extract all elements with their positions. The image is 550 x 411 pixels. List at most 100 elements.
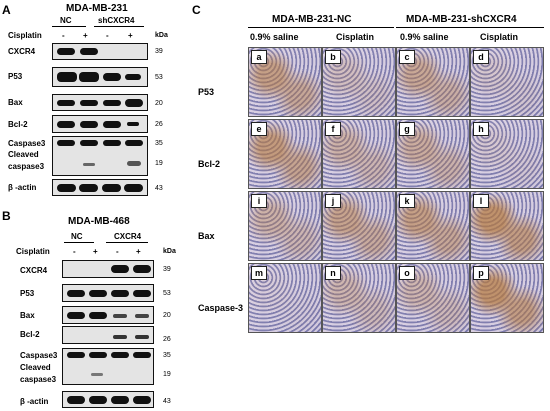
panel-a-blot-caspase3 [52,136,148,176]
ihc-panel-d: d [470,47,544,117]
panel-c-row-bcl2: Bcl-2 [198,159,221,169]
panel-c-col-4: Cisplatin [480,32,519,42]
panel-a-mw-actin: 43 [155,185,163,192]
ihc-panel-l: l [470,191,544,261]
panel-b-mw-bcl2: 26 [163,336,171,343]
panel-a-group-sh-line [94,26,144,27]
ihc-panel-letter: l [473,194,489,208]
panel-a-label: A [2,3,11,17]
ihc-panel-a: a [248,47,322,117]
panel-a-cisplatin-label: Cisplatin [8,31,42,40]
panel-b-mw-bax: 20 [163,312,171,319]
panel-b-group-nc: NC [71,232,83,241]
panel-b-row-cleaved: Cleaved [20,363,51,372]
ihc-panel-k: k [396,191,470,261]
panel-b-sign-3: - [116,247,119,256]
panel-a-row-caspase3: Caspase3 [8,139,46,148]
panel-b-mw-p53: 53 [163,290,171,297]
ihc-panel-letter: d [473,50,489,64]
panel-c-label: C [192,3,201,17]
panel-a-sign-2: + [83,31,88,40]
panel-a-group-nc: NC [60,16,72,25]
panel-a-sign-3: - [106,31,109,40]
panel-a-row-bax: Bax [8,98,23,107]
panel-a-mw-bax: 20 [155,100,163,107]
ihc-panel-letter: n [325,266,341,280]
ihc-panel-letter: g [399,122,415,136]
ihc-panel-f: f [322,119,396,189]
panel-b-sign-1: - [73,247,76,256]
panel-b-blot-bcl2 [62,326,154,344]
ihc-panel-letter: i [251,194,267,208]
panel-a-mw-caspase3: 35 [155,140,163,147]
panel-c-row-bax: Bax [198,231,215,241]
panel-b-row-bcl2: Bcl-2 [20,330,40,339]
panel-b-blot-actin [62,391,154,408]
ihc-panel-letter: o [399,266,415,280]
panel-b-title: MDA-MB-468 [68,216,130,227]
panel-a-mw-cleaved: 19 [155,160,163,167]
panel-a-blot-bcl2 [52,115,148,133]
ihc-panel-letter: j [325,194,341,208]
ihc-panel-letter: e [251,122,267,136]
panel-c-group-sh: MDA-MB-231-shCXCR4 [406,14,517,25]
panel-c-col-3: 0.9% saline [400,32,449,42]
ihc-panel-letter: a [251,50,267,64]
panel-b-group-cxcr4: CXCR4 [114,232,142,241]
panel-b-cisplatin-label: Cisplatin [16,247,50,256]
ihc-panel-o: o [396,263,470,333]
panel-a-row-bcl2: Bcl-2 [8,120,28,129]
ihc-panel-c: c [396,47,470,117]
panel-b-sign-2: + [93,247,98,256]
panel-b-blot-bax [62,306,154,324]
panel-a-group-nc-line [52,26,86,27]
panel-c-col-1: 0.9% saline [250,32,299,42]
panel-b-group-nc-line [64,242,94,243]
panel-a-blot-cxcr4 [52,43,148,60]
panel-b-row-cxcr4: CXCR4 [20,266,48,275]
panel-a-blot-actin [52,179,148,196]
panel-a-mw-cxcr4: 39 [155,48,163,55]
panel-a-title: MDA-MB-231 [66,3,128,14]
panel-c-col-2: Cisplatin [336,32,375,42]
panel-b-row-bax: Bax [20,311,35,320]
panel-b-label: B [2,209,11,223]
ihc-panel-letter: c [399,50,415,64]
panel-a-row-cleaved: Cleaved [8,150,39,159]
panel-a-row-cxcr4: CXCR4 [8,47,36,56]
panel-b-mw-actin: 43 [163,398,171,405]
panel-b-mw-caspase3: 35 [163,352,171,359]
ihc-panel-e: e [248,119,322,189]
ihc-panel-g: g [396,119,470,189]
ihc-panel-m: m [248,263,322,333]
panel-a-blot-p53 [52,67,148,87]
ihc-panel-b: b [322,47,396,117]
panel-c-group-nc-line [248,27,394,28]
panel-b-mw-cxcr4: 39 [163,266,171,273]
ihc-panel-p: p [470,263,544,333]
ihc-panel-i: i [248,191,322,261]
panel-a-sign-1: - [62,31,65,40]
panel-c-row-caspase3: Caspase-3 [198,303,244,313]
panel-a-group-sh: shCXCR4 [98,16,135,25]
ihc-panel-letter: h [473,122,489,136]
panel-a-row-p53: P53 [8,72,23,81]
panel-a-sign-4: + [128,31,133,40]
ihc-panel-letter: f [325,122,341,136]
panel-b-row-actin: β -actin [20,397,49,406]
panel-a-kda: kDa [155,32,168,39]
ihc-panel-letter: k [399,194,415,208]
panel-b-blot-caspase3 [62,348,154,385]
ihc-panel-letter: p [473,266,489,280]
panel-a-mw-p53: 53 [155,74,163,81]
panel-b-kda: kDa [163,248,176,255]
ihc-panel-n: n [322,263,396,333]
panel-b-row-caspase3: Caspase3 [20,351,58,360]
panel-c-group-nc: MDA-MB-231-NC [272,14,352,25]
ihc-panel-letter: m [251,266,267,280]
panel-a-row-actin: β -actin [8,183,37,192]
panel-b-group-cxcr4-line [106,242,148,243]
ihc-panel-letter: b [325,50,341,64]
panel-b-row-caspase3b: caspase3 [20,375,57,384]
panel-b-mw-cleaved: 19 [163,371,171,378]
